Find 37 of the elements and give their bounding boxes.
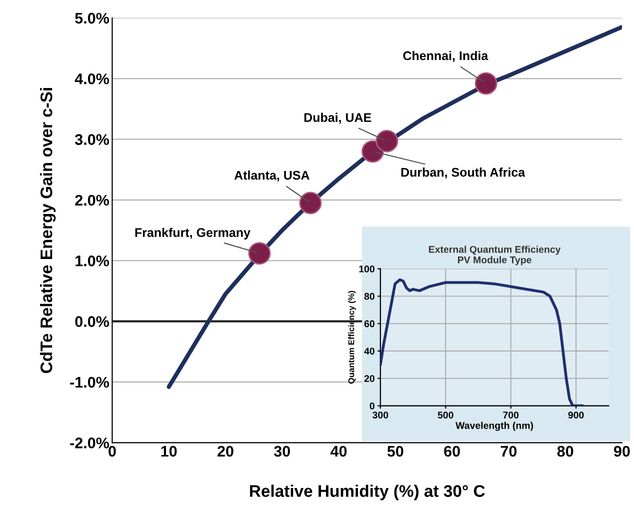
y-tick-label: -2.0% — [70, 438, 110, 448]
x-tick-label: 80 — [557, 446, 574, 457]
y-tick-label: 80 — [364, 292, 374, 300]
x-tick-label: 60 — [444, 446, 460, 457]
x-tick-label: 700 — [503, 412, 519, 418]
annotation: Dubai, UAE — [304, 112, 372, 124]
y-tick-label: 60 — [364, 320, 374, 328]
annotation: Chennai, India — [403, 50, 488, 62]
x-axis-title: Relative Humidity (%) at 30° C — [250, 484, 485, 500]
y-tick-label: 2.0% — [75, 194, 110, 206]
y-tick-label: 20 — [364, 375, 374, 382]
x-tick-label: 40 — [330, 446, 347, 457]
y-tick-label: 4.0% — [74, 73, 110, 84]
x-tick-label: 30 — [274, 446, 290, 457]
x-tick-label: 50 — [387, 446, 404, 457]
y-tick-label: 1.0% — [76, 256, 110, 266]
y-tick-label: 5.0% — [75, 12, 110, 24]
x-tick-label: 10 — [161, 446, 177, 457]
x-tick-label: 900 — [568, 412, 584, 418]
chart-subtitle: PV Module Type — [458, 256, 532, 266]
x-tick-label: 500 — [438, 412, 454, 418]
chart-title: External Quantum Efficiency — [428, 246, 561, 255]
y-tick-label: 3.0% — [74, 134, 110, 145]
annotation: Frankfurt, Germany — [135, 228, 250, 240]
y-tick-label: 100 — [359, 266, 374, 272]
y-tick-label: 0 — [370, 402, 374, 410]
annotation: Durban, South Africa — [401, 168, 526, 179]
x-tick-label: 300 — [372, 412, 388, 418]
x-axis-title: Wavelength (nm) — [456, 422, 534, 431]
x-tick-label: 90 — [614, 446, 630, 457]
y-axis-title: CdTe Relative Energy Gain over c-Si — [40, 88, 56, 374]
y-tick-label: 40 — [364, 348, 374, 355]
annotation: Atlanta, USA — [234, 170, 310, 182]
y-tick-label: 0.0% — [75, 316, 110, 328]
x-tick-label: 70 — [500, 446, 517, 457]
x-tick-label: 20 — [218, 446, 234, 457]
y-tick-label: -1.0% — [70, 376, 110, 388]
